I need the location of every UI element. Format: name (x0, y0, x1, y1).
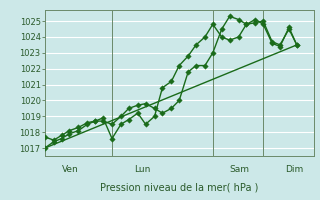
Text: Pression niveau de la mer( hPa ): Pression niveau de la mer( hPa ) (100, 182, 258, 192)
Text: Ven: Ven (62, 165, 78, 174)
Text: Dim: Dim (286, 165, 304, 174)
Text: Sam: Sam (230, 165, 250, 174)
Text: Lun: Lun (134, 165, 151, 174)
